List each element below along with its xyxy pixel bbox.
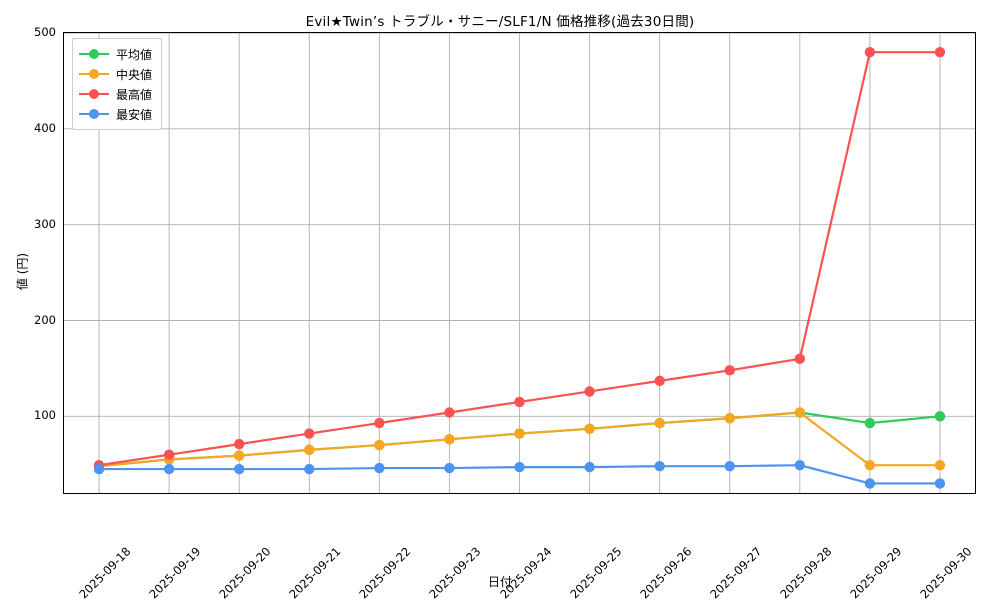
data-point-marker: [233, 450, 245, 461]
y-tick-label: 100: [34, 408, 56, 423]
data-point-marker: [864, 417, 876, 429]
data-point-marker: [374, 462, 385, 474]
data-point-marker: [584, 461, 595, 473]
data-point-marker: [374, 417, 385, 429]
legend-item-3[interactable]: 最安値: [79, 104, 152, 124]
data-point-marker: [654, 375, 665, 387]
data-point-marker: [584, 386, 595, 397]
data-point-marker: [724, 460, 735, 472]
data-point-marker: [304, 444, 315, 456]
data-point-marker: [654, 417, 665, 429]
y-tick-label: 300: [34, 216, 56, 231]
legend-item-0[interactable]: 平均値: [79, 44, 152, 64]
legend-label: 平均値: [116, 47, 153, 62]
data-point-marker: [934, 460, 946, 471]
data-point-marker: [163, 463, 175, 475]
plot-svg: [64, 33, 975, 493]
data-point-marker: [724, 365, 735, 376]
chart-legend[interactable]: 平均値中央値最高値最安値: [72, 38, 163, 130]
data-point-marker: [444, 407, 455, 418]
legend-swatch-icon: [79, 67, 109, 81]
x-axis-label: 日付: [487, 575, 512, 589]
data-point-marker: [514, 461, 525, 473]
data-point-marker: [934, 46, 946, 58]
y-axis-ticks: 100 200 300 400 500: [8, 25, 56, 494]
data-point-marker: [654, 460, 665, 472]
x-axis-ticks: 2025-09-18 2025-09-19 2025-09-20 2025-09-21…: [63, 497, 976, 601]
plot-area: [63, 32, 976, 494]
legend-label: 最安値: [116, 107, 153, 122]
y-tick-label: 200: [34, 312, 56, 327]
data-point-marker: [233, 463, 245, 475]
legend-item-1[interactable]: 中央値: [79, 64, 152, 84]
data-point-marker: [163, 449, 175, 460]
gridlines: [64, 33, 975, 493]
data-point-marker: [864, 46, 876, 58]
legend-label: 最高値: [116, 87, 153, 102]
y-tick-label: 500: [34, 25, 56, 39]
data-point-marker: [514, 396, 525, 408]
data-point-marker: [374, 439, 385, 451]
legend-swatch-icon: [79, 47, 109, 61]
data-point-marker: [934, 411, 946, 422]
legend-item-2[interactable]: 最高値: [79, 84, 152, 104]
data-point-marker: [304, 463, 315, 475]
legend-swatch-icon: [79, 87, 109, 101]
chart-title: Evil★Twin’s トラブル・サニー/SLF1/N 価格推移(過去30日間): [305, 14, 695, 30]
legend-swatch-icon: [79, 107, 109, 121]
data-point-marker: [584, 423, 595, 434]
data-point-marker: [864, 478, 876, 489]
data-point-marker: [233, 438, 245, 450]
series-lines: [93, 46, 946, 489]
data-point-marker: [93, 463, 105, 475]
data-point-marker: [514, 428, 525, 439]
y-tick-label: 400: [34, 120, 56, 135]
data-point-marker: [724, 413, 735, 424]
data-point-marker: [444, 462, 455, 474]
data-point-marker: [304, 428, 315, 439]
data-point-marker: [444, 434, 455, 445]
data-point-marker: [864, 460, 876, 471]
legend-label: 中央値: [116, 67, 153, 82]
data-point-marker: [934, 478, 946, 489]
data-point-marker: [794, 353, 806, 365]
data-point-marker: [794, 460, 806, 471]
data-point-marker: [794, 407, 806, 418]
